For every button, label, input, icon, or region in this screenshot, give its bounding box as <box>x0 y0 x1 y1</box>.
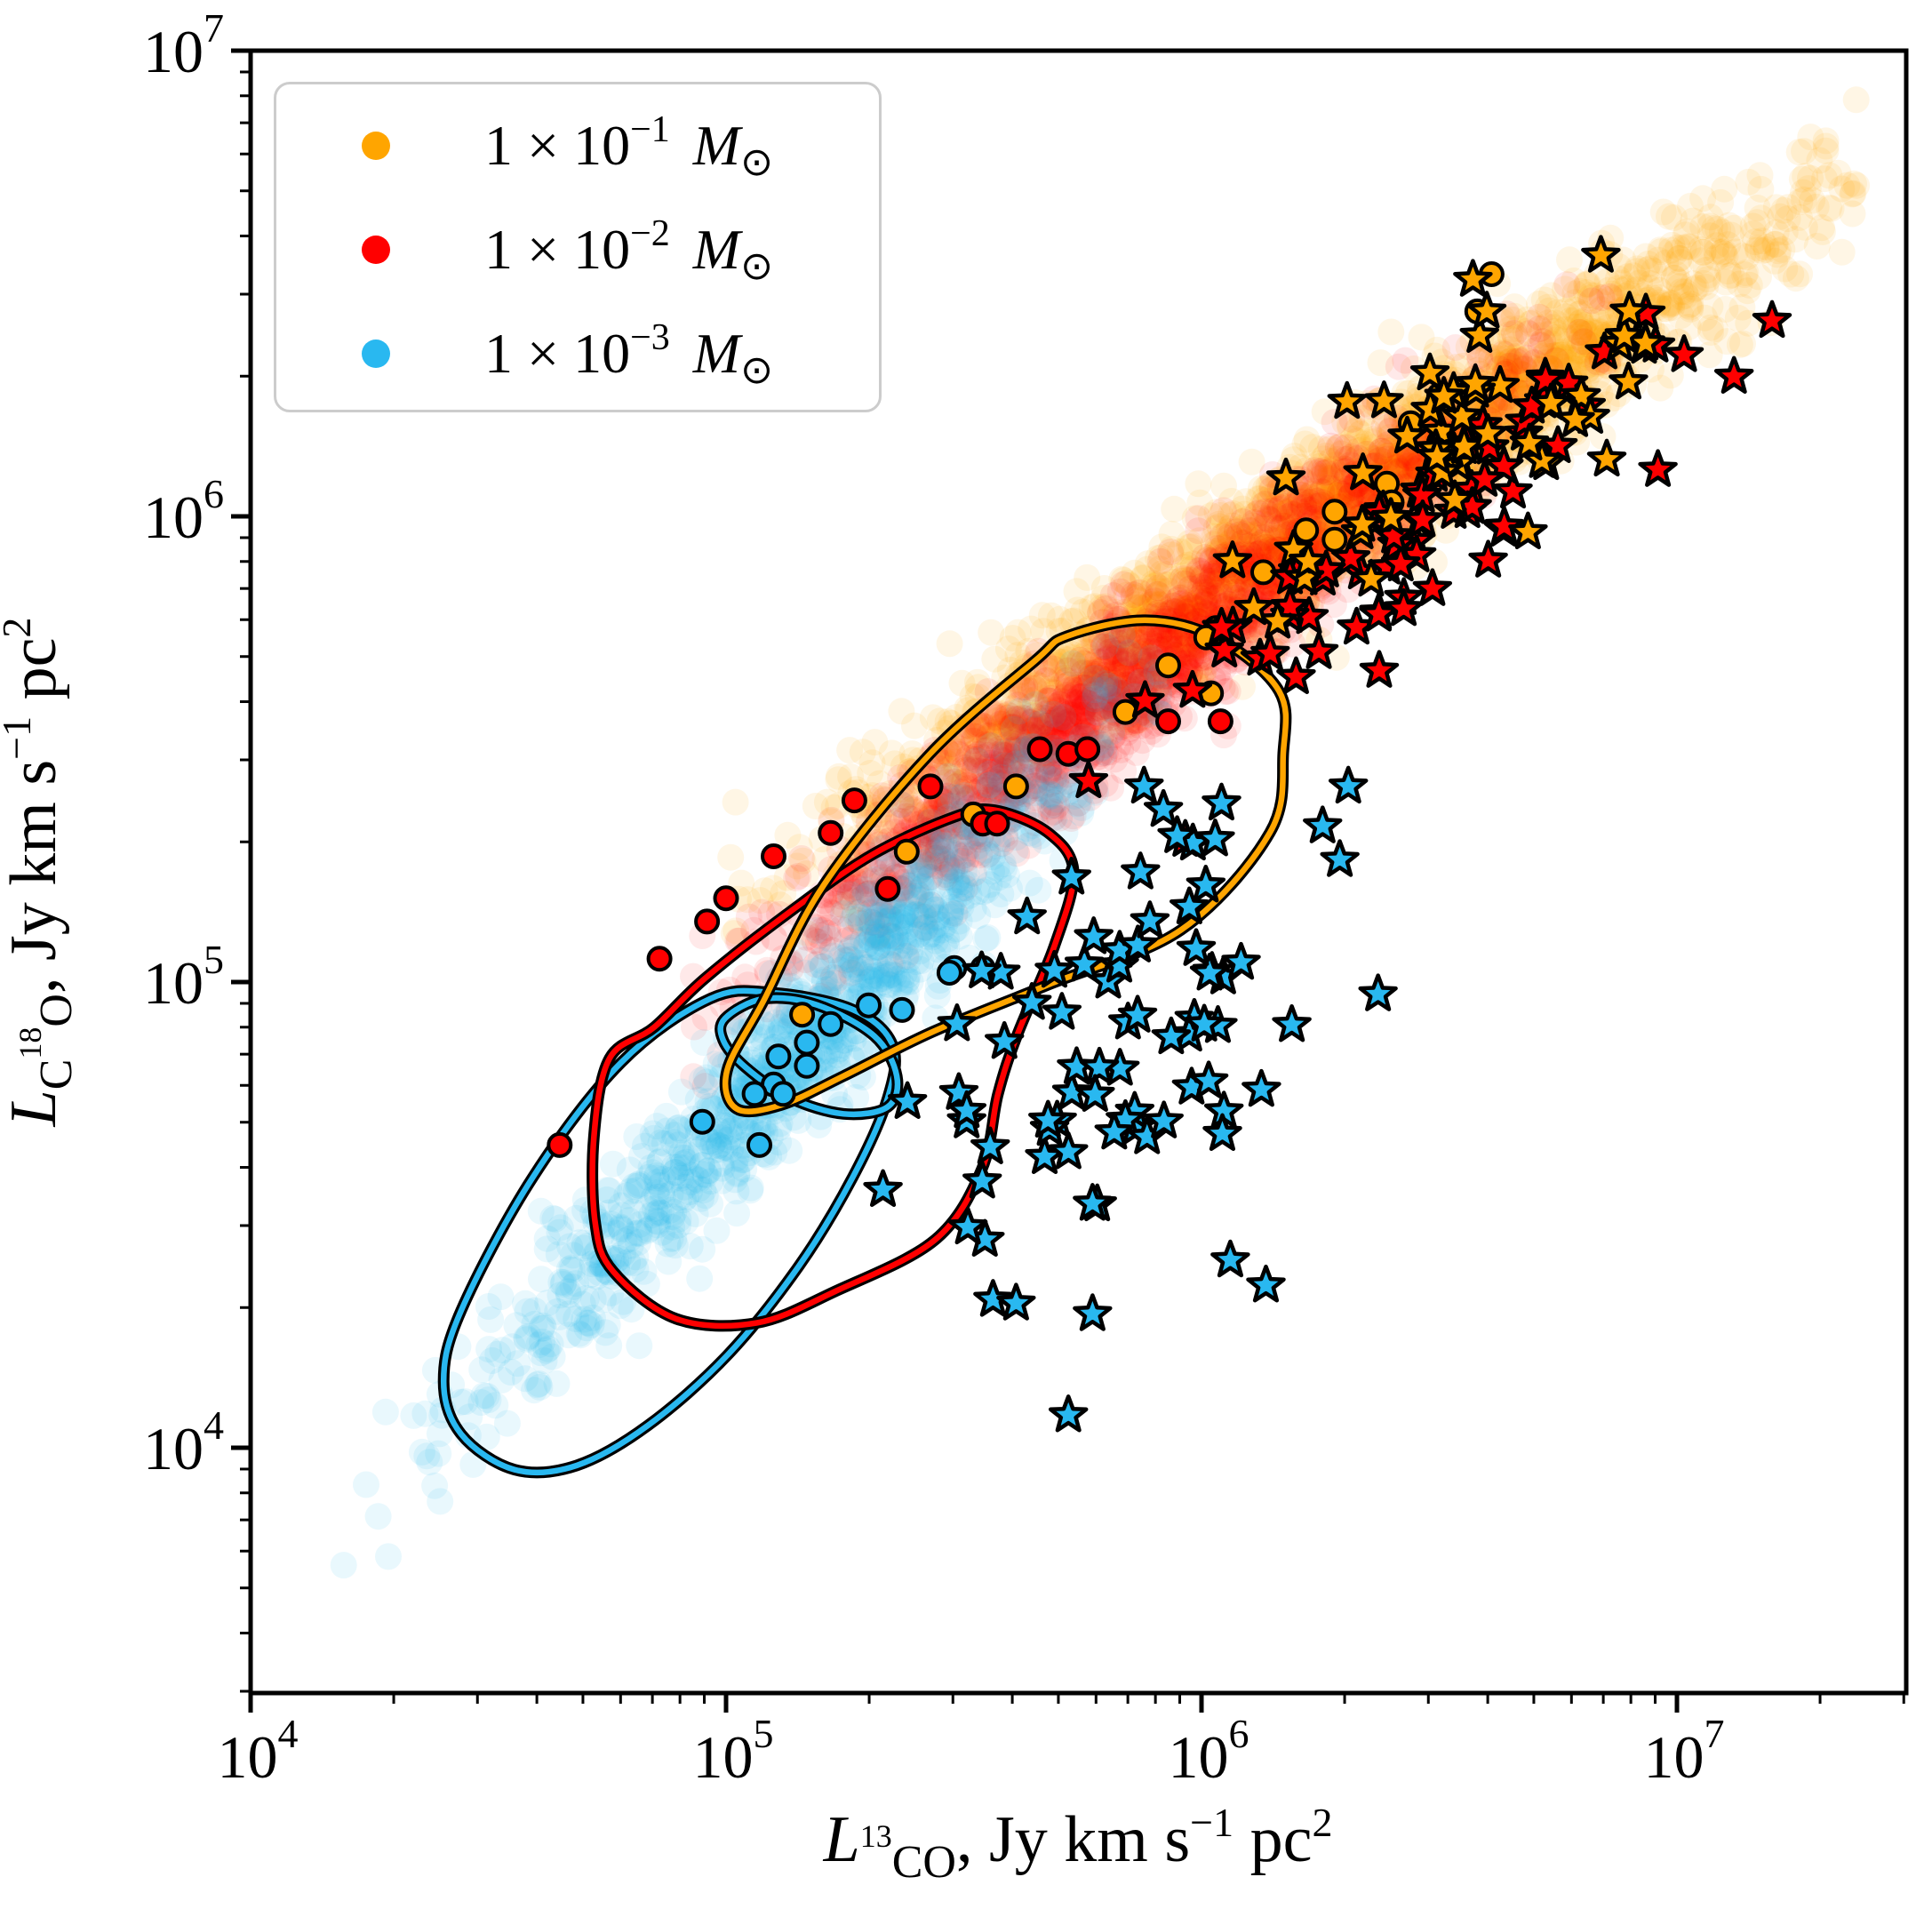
x-tick-label: 104 <box>218 1711 299 1791</box>
legend-marker-red-icon <box>362 235 390 264</box>
obs-circles-cyan <box>689 954 996 1158</box>
obs-stars-orange <box>1212 235 1665 639</box>
legend-marker-orange-icon <box>362 131 390 160</box>
y-tick-label: 104 <box>143 1402 224 1482</box>
axes: 104 105 106 107 104 105 106 107 L13CO, Jy km s−1… <box>0 5 1909 1888</box>
obs-circles-red <box>547 708 1233 1158</box>
tick-labels: 104 105 106 107 104 105 106 107 <box>143 5 1725 1791</box>
legend-label: 1 × 10−1 M⊙ <box>484 108 773 184</box>
legend-item-0.1Msun: 1 × 10−1 M⊙ <box>276 93 879 197</box>
x-tick-label: 105 <box>693 1711 774 1791</box>
legend-marker-cyan-icon <box>362 339 390 368</box>
observation-stars <box>863 235 1792 1433</box>
y-tick-label: 107 <box>143 5 224 85</box>
legend-item-0.001Msun: 1 × 10−3 M⊙ <box>276 301 879 405</box>
plot-spines <box>248 48 1909 1696</box>
legend-label: 1 × 10−2 M⊙ <box>484 212 773 288</box>
obs-stars-cyan <box>863 765 1398 1433</box>
legend-label: 1 × 10−3 M⊙ <box>484 316 773 392</box>
legend-item-0.01Msun: 1 × 10−2 M⊙ <box>276 197 879 301</box>
y-axis-title: LC18O, Jy km s−1 pc2 <box>0 618 82 1128</box>
x-tick-label: 106 <box>1169 1711 1249 1791</box>
ticks <box>231 48 1905 1713</box>
kde-contour-blue-outer <box>437 985 901 1479</box>
x-axis-title: L13CO, Jy km s−1 pc2 <box>823 1800 1333 1888</box>
x-tick-label: 107 <box>1644 1711 1725 1791</box>
y-tick-label: 105 <box>143 937 224 1017</box>
legend: 1 × 10−1 M⊙ 1 × 10−2 M⊙ 1 × 10−3 M⊙ <box>274 82 882 412</box>
y-tick-label: 106 <box>143 471 224 551</box>
